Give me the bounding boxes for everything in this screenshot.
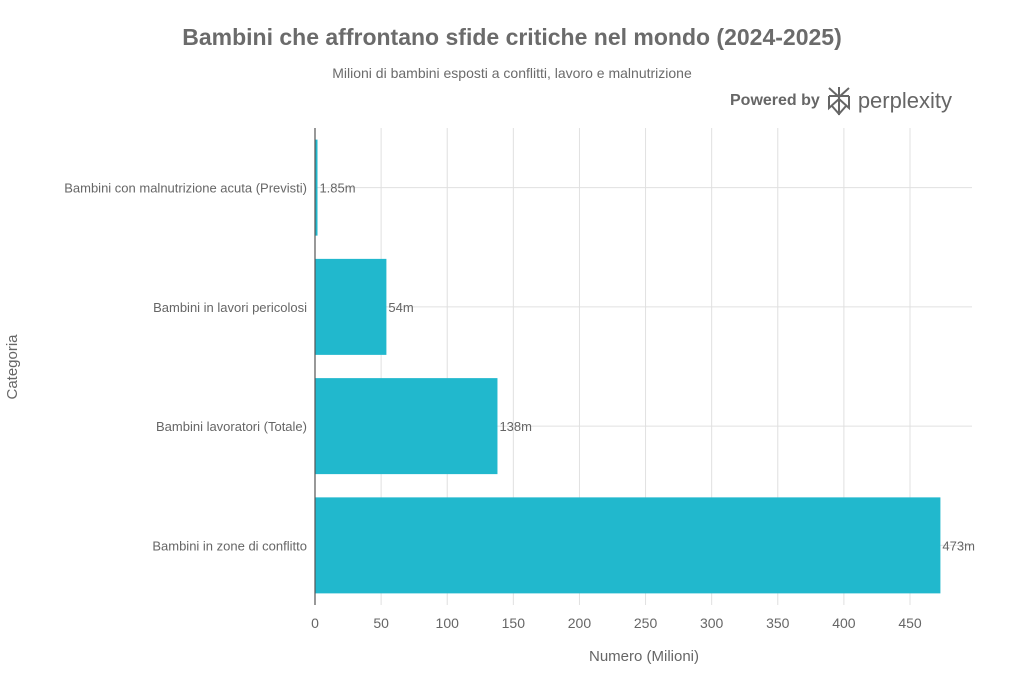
x-axis-title: Numero (Milioni) xyxy=(589,648,699,665)
x-tick-label: 100 xyxy=(436,615,460,631)
perplexity-brand: perplexity xyxy=(857,88,952,113)
x-tick-label: 150 xyxy=(502,615,526,631)
data-label: 138m xyxy=(499,419,532,434)
powered-by-badge: Powered by perplexity xyxy=(730,86,952,116)
y-tick-label: Bambini con malnutrizione acuta (Previst… xyxy=(64,181,307,196)
x-tick-label: 200 xyxy=(568,615,592,631)
y-tick-label: Bambini in zone di conflitto xyxy=(152,538,307,553)
perplexity-logo-icon xyxy=(827,87,850,116)
chart-title: Bambini che affrontano sfide critiche ne… xyxy=(182,24,842,50)
bar xyxy=(315,497,941,594)
chart-subtitle: Milioni di bambini esposti a conflitti, … xyxy=(332,65,692,81)
y-tick-label: Bambini lavoratori (Totale) xyxy=(156,419,307,434)
bar xyxy=(315,258,387,355)
bar xyxy=(315,139,318,236)
x-tick-label: 250 xyxy=(634,615,658,631)
y-tick-label: Bambini in lavori pericolosi xyxy=(153,300,307,315)
y-axis-title: Categoria xyxy=(4,334,21,400)
x-tick-label: 300 xyxy=(700,615,724,631)
x-tick-label: 350 xyxy=(766,615,790,631)
x-tick-label: 50 xyxy=(373,615,389,631)
data-label: 54m xyxy=(388,300,413,315)
x-tick-label: 0 xyxy=(311,615,319,631)
data-label: 473m xyxy=(942,538,975,553)
bar xyxy=(315,378,498,475)
x-tick-label: 400 xyxy=(832,615,856,631)
powered-by-label: Powered by xyxy=(730,92,820,109)
data-label: 1.85m xyxy=(319,181,355,196)
x-tick-label: 450 xyxy=(898,615,922,631)
